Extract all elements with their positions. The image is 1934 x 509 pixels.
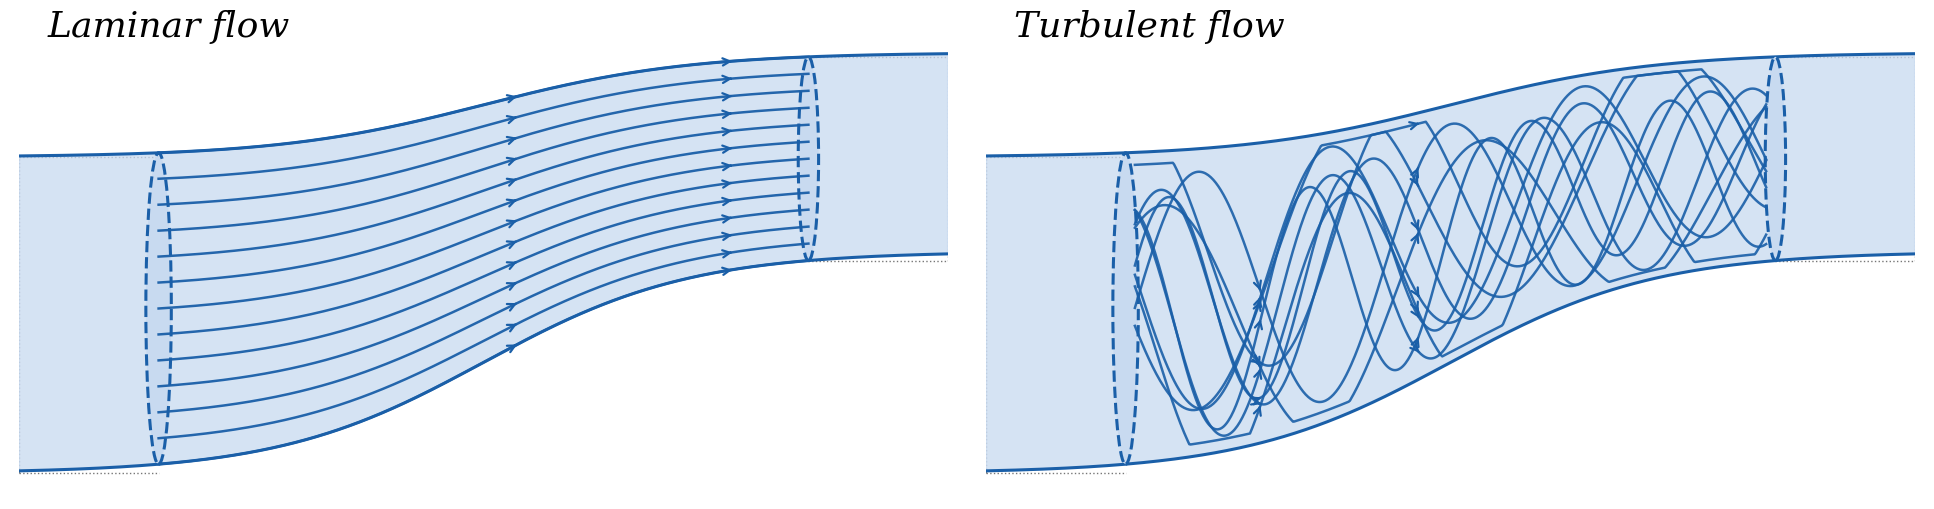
Ellipse shape — [1112, 154, 1139, 464]
Ellipse shape — [145, 154, 172, 464]
Text: Turbulent flow: Turbulent flow — [1013, 10, 1284, 44]
Ellipse shape — [799, 58, 818, 261]
Text: Laminar flow: Laminar flow — [46, 10, 290, 44]
Ellipse shape — [1766, 58, 1785, 261]
Polygon shape — [19, 54, 948, 471]
Polygon shape — [986, 54, 1915, 471]
